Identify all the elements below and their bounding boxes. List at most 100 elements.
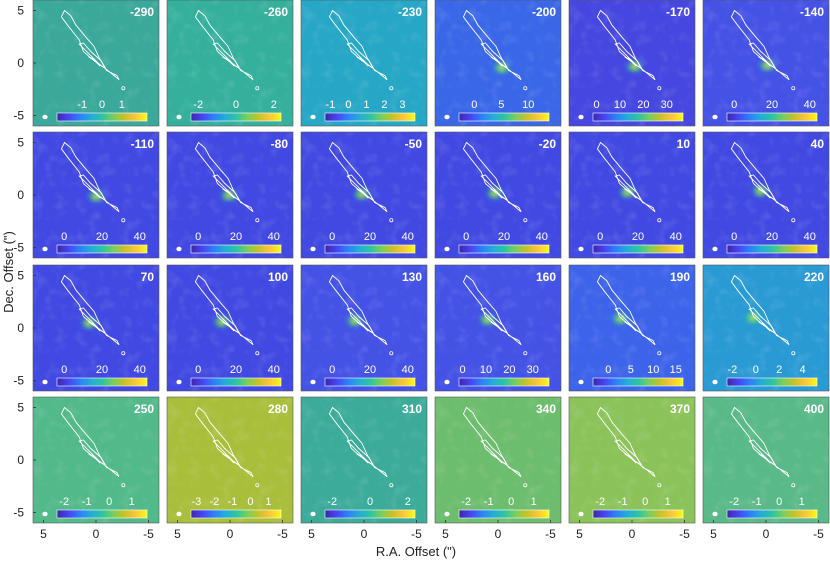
colorbar-tick-label: 40 <box>804 99 816 111</box>
colorbar-tick-label: -2 <box>461 496 471 508</box>
colorbar-tick-label: 40 <box>402 364 414 376</box>
channel-velocity-label: 340 <box>536 402 556 416</box>
colorbar <box>726 112 818 122</box>
panel-frame <box>300 396 428 524</box>
contour-inner <box>88 188 101 199</box>
colorbar-tick-label: 0 <box>776 496 782 508</box>
contour-inner <box>758 321 771 332</box>
contour-inner <box>624 453 637 464</box>
contour-middle <box>614 307 643 335</box>
beam-ellipse <box>712 511 718 517</box>
contour-knot <box>523 351 528 356</box>
colorbar-tick-label: 20 <box>96 231 108 243</box>
colorbar-tick-label: 3 <box>399 99 405 111</box>
colorbar-tick-label: 2 <box>776 364 782 376</box>
contour-inner <box>88 453 101 464</box>
panel-frame <box>300 131 428 259</box>
noise-texture <box>33 397 159 523</box>
colorbar-tick-label: 2 <box>381 99 387 111</box>
channel-velocity-label: -110 <box>131 137 155 151</box>
contour-middle <box>78 174 107 202</box>
contour-outer <box>462 406 522 478</box>
channel-panel: 10 0 20 40 <box>568 131 696 259</box>
contour-knot <box>791 86 796 91</box>
channel-velocity-label: 100 <box>268 270 288 284</box>
channel-panel: -170 0 10 20 30 <box>568 0 696 127</box>
contour-inner <box>88 321 101 332</box>
colorbar-tick-label: 0 <box>106 496 112 508</box>
panel-frame <box>166 131 294 259</box>
channel-velocity-label: -80 <box>271 137 289 151</box>
colorbar <box>190 112 282 122</box>
colorbar-tick-label: 1 <box>531 496 537 508</box>
x-tick-label: 5 <box>308 527 315 541</box>
channel-velocity-label: 400 <box>804 402 824 416</box>
x-tick-label: -5 <box>411 527 422 541</box>
beam-ellipse <box>176 114 182 120</box>
contour-outer <box>596 406 656 478</box>
contour-outer <box>60 406 120 478</box>
contour-knot <box>389 218 394 223</box>
channel-velocity-label: 220 <box>804 270 824 284</box>
contour-outer <box>328 9 388 81</box>
colorbar-tick-label: 0 <box>753 364 759 376</box>
x-tick-label: 0 <box>93 527 100 541</box>
contour-inner <box>758 453 771 464</box>
contour-middle <box>748 174 777 202</box>
channel-panel: 70 0 20 40 5 0 -5 <box>13 264 160 392</box>
colorbar-tick-label: 5 <box>628 364 634 376</box>
channel-velocity-label: 280 <box>268 402 288 416</box>
colorbar-tick-label: 0 <box>345 99 351 111</box>
channel-panel: 100 0 20 40 <box>166 264 294 392</box>
channel-panel: -140 0 20 40 <box>702 0 830 127</box>
contour-outer <box>730 141 790 213</box>
beam-ellipse <box>578 379 584 385</box>
beam-ellipse <box>310 114 316 120</box>
channel-velocity-label: 130 <box>402 270 422 284</box>
contour-knot <box>657 218 662 223</box>
colorbar <box>56 244 148 254</box>
colorbar-tick-label: 15 <box>670 364 682 376</box>
x-tick-label: -5 <box>545 527 556 541</box>
colorbar-tick-label: -1 <box>326 99 336 111</box>
contour-knot <box>657 483 662 488</box>
colorbar-tick-label: -2 <box>728 364 738 376</box>
channel-panel: -230 -1 0 1 2 3 <box>300 0 428 127</box>
panel-frame <box>702 0 830 127</box>
channel-velocity-label: 310 <box>402 402 422 416</box>
contour-inner <box>490 56 503 67</box>
y-tick-label: -5 <box>13 109 24 123</box>
channel-panel: -80 0 20 40 <box>166 131 294 259</box>
colorbar <box>592 112 684 122</box>
contour-knot <box>121 218 126 223</box>
contour-outer <box>194 9 254 81</box>
channel-panel: -50 0 20 40 <box>300 131 428 259</box>
contour-inner <box>356 453 369 464</box>
contour-middle <box>78 307 107 335</box>
beam-ellipse <box>176 511 182 517</box>
channel-panel: 160 0 10 20 30 <box>434 264 562 392</box>
panel-frame <box>702 264 830 392</box>
contour-knot <box>121 483 126 488</box>
channel-panel: -260 -2 0 2 <box>166 0 294 127</box>
colorbar-tick-label: 0 <box>594 99 600 111</box>
x-tick-label: 5 <box>710 527 717 541</box>
colorbar-tick-label: 0 <box>471 99 477 111</box>
colorbar-tick-label: 1 <box>265 496 271 508</box>
colorbar <box>190 377 282 387</box>
contour-outer <box>730 406 790 478</box>
colorbar-tick-label: 40 <box>268 231 280 243</box>
x-tick-label: 5 <box>576 527 583 541</box>
channel-panel: 280-3 -2 -1 0 15 0 -5 <box>166 396 294 541</box>
contour-middle <box>212 174 241 202</box>
channel-velocity-label: 70 <box>141 270 155 284</box>
x-tick-label: -5 <box>679 527 690 541</box>
colorbar-tick-label: 0 <box>463 231 469 243</box>
colorbar-tick-label: 20 <box>364 364 376 376</box>
panel-frame <box>568 264 696 392</box>
contour-knot <box>657 351 662 356</box>
panel-frame <box>434 131 562 259</box>
contour-middle <box>346 307 375 335</box>
colorbar-tick-label: -2 <box>59 496 69 508</box>
